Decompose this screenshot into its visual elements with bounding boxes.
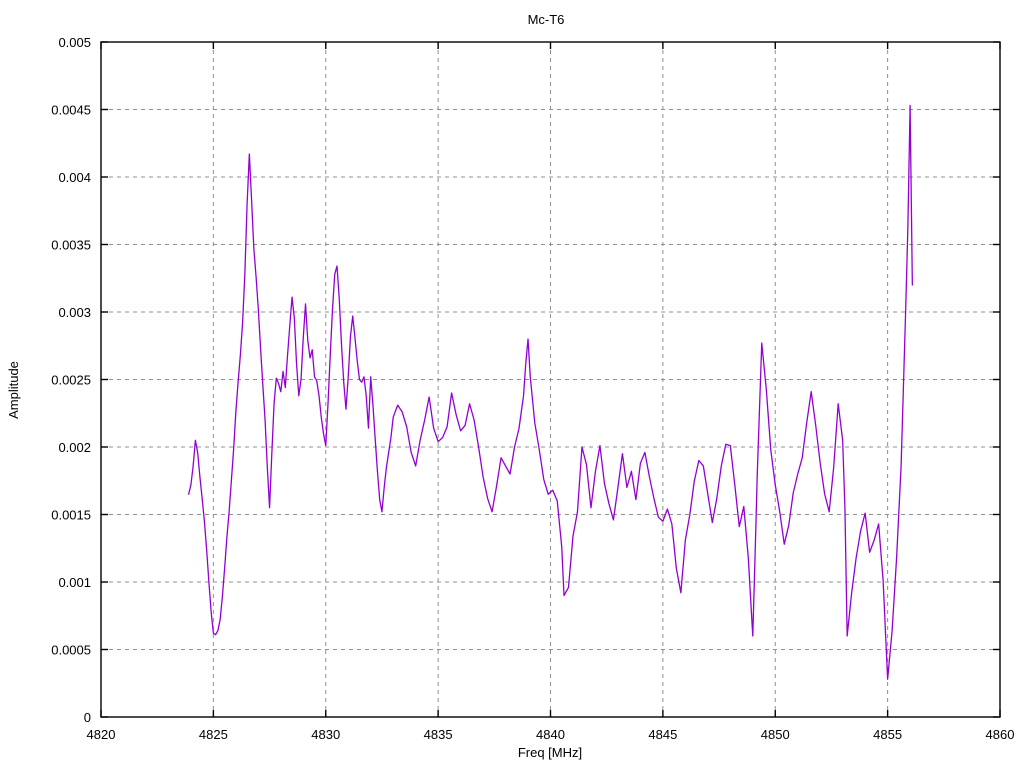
x-tick-label: 4855	[873, 727, 902, 742]
x-tick-label: 4835	[424, 727, 453, 742]
plot-frame	[100, 41, 1001, 718]
y-axis-label: Amplitude	[6, 361, 21, 419]
y-tick-label: 0.0045	[51, 103, 91, 118]
series-line-Mc-T6	[188, 104, 913, 680]
y-tick-label: 0.0035	[51, 238, 91, 253]
y-tick-label: 0.002	[58, 440, 91, 455]
y-tick-label: 0.003	[58, 305, 91, 320]
x-tick-label: 4860	[986, 727, 1015, 742]
chart-title: Mc-T6	[528, 12, 565, 27]
x-axis-label: Freq [MHz]	[518, 745, 582, 760]
x-tick-label: 4820	[87, 727, 116, 742]
y-tick-label: 0.005	[58, 35, 91, 50]
y-tick-labels: 0 0.0005 0.001 0.0015 0.002 0.0025 0.003 0.0035…	[51, 35, 91, 725]
y-tick-label: 0.0015	[51, 508, 91, 523]
y-tick-label: 0.0025	[51, 373, 91, 388]
x-tick-label: 4825	[199, 727, 228, 742]
x-tick-label: 4830	[311, 727, 340, 742]
y-tick-label: 0.004	[58, 170, 91, 185]
y-tick-label: 0	[84, 710, 91, 725]
y-tick-label: 0.001	[58, 575, 91, 590]
x-tick-label: 4840	[536, 727, 565, 742]
x-tick-label: 4845	[648, 727, 677, 742]
y-tick-label: 0.0005	[51, 643, 91, 658]
x-tick-label: 4850	[761, 727, 790, 742]
data-series-group	[188, 104, 913, 680]
x-tick-labels: 4820 4825 4830 4835 4840 4845 4850 4855 4860	[87, 727, 1015, 742]
